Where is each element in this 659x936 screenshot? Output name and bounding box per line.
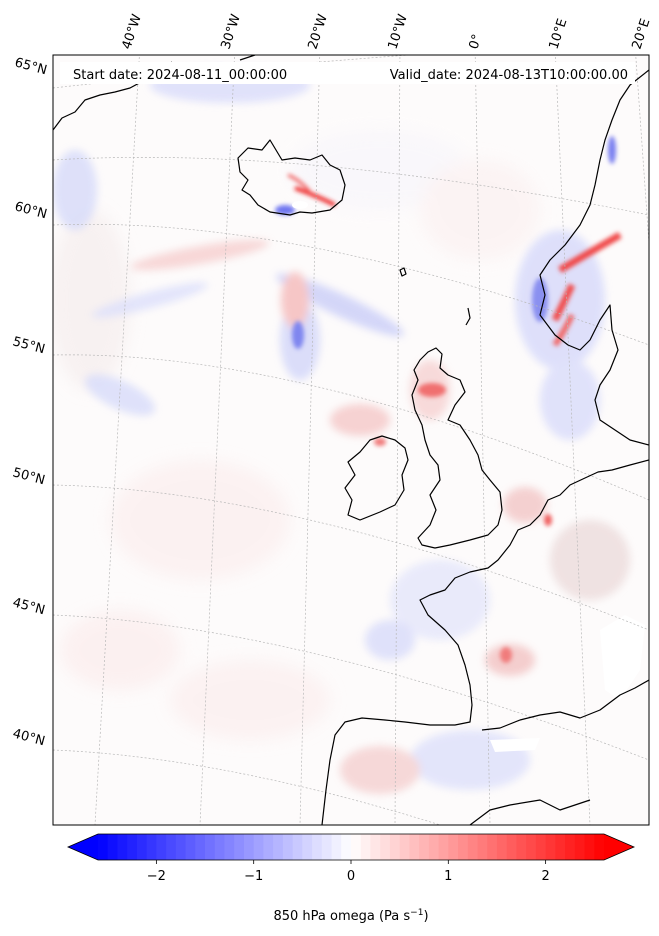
- colorbar-cell: [555, 834, 566, 860]
- colorbar-cell: [487, 834, 498, 860]
- lon-label-10w: 10°W: [386, 12, 411, 51]
- colorbar-cell: [341, 834, 352, 860]
- colorbar-cell: [117, 834, 128, 860]
- colorbar-cell: [127, 834, 138, 860]
- colorbar-cell: [224, 834, 235, 860]
- colorbar-tick-label: 0: [347, 869, 355, 884]
- colorbar-cell: [146, 834, 157, 860]
- colorbar-cell: [253, 834, 264, 860]
- colorbar-cell: [584, 834, 595, 860]
- colorbar-cell: [331, 834, 342, 860]
- colorbar-cell: [302, 834, 313, 860]
- colorbar-cell: [448, 834, 459, 860]
- colorbar-cell: [419, 834, 430, 860]
- lon-label-30w: 30°W: [219, 12, 244, 51]
- colorbar-cell: [98, 834, 109, 860]
- colorbar-cell: [467, 834, 478, 860]
- colorbar-cell: [545, 834, 556, 860]
- colorbar-cell: [428, 834, 439, 860]
- colorbar-cell: [263, 834, 274, 860]
- colorbar-cell: [243, 834, 255, 860]
- map-frame: [52, 54, 650, 826]
- lon-label-40w: 40°W: [120, 12, 145, 51]
- colorbar-cell: [185, 834, 196, 860]
- lat-label-60n: 60°N: [13, 199, 49, 222]
- colorbar-right-extension: [604, 834, 634, 860]
- colorbar-cell: [409, 834, 420, 860]
- colorbar-cell: [166, 834, 177, 860]
- header-box: [60, 62, 635, 84]
- colorbar-cell: [370, 834, 381, 860]
- colorbar-cell: [506, 834, 517, 860]
- colorbar-cell: [282, 834, 294, 860]
- start-date-label: Start date: 2024-08-11_00:00:00: [73, 68, 287, 83]
- colorbar-cell: [205, 834, 216, 860]
- coastlines: [53, 55, 649, 825]
- colorbar-outline: [66, 833, 636, 861]
- lon-label-20w: 20°W: [306, 12, 331, 51]
- longitude-labels: 40°W 30°W 20°W 10°W 0° 10°E 20°E: [120, 12, 654, 51]
- lon-label-0: 0°: [467, 33, 486, 52]
- lat-label-55n: 55°N: [11, 334, 47, 357]
- valid-date-label: Valid_date: 2024-08-13T10:00:00.00: [390, 68, 628, 83]
- colorbar-cell: [438, 834, 449, 860]
- colorbar-cell: [156, 834, 167, 860]
- colorbar-cell: [594, 834, 605, 860]
- colorbar-tick-label: 1: [444, 869, 452, 884]
- colorbar-cell: [321, 834, 332, 860]
- colorbar-cell: [496, 834, 508, 860]
- colorbar-cell: [351, 834, 362, 860]
- lat-label-50n: 50°N: [11, 465, 47, 488]
- colorbar: −2 −1 0 1 2 850 hPa omega (Pa s−1): [66, 833, 636, 924]
- colorbar-cell: [399, 834, 410, 860]
- colorbar-cell: [360, 834, 371, 860]
- colorbar-cell: [273, 834, 284, 860]
- colorbar-cell: [565, 834, 576, 860]
- colorbar-tick-label: −2: [147, 869, 166, 884]
- colorbar-cell: [526, 834, 537, 860]
- colorbar-cell: [477, 834, 488, 860]
- lat-label-40n: 40°N: [11, 726, 47, 749]
- lat-label-65n: 65°N: [13, 55, 49, 78]
- colorbar-left-extension: [68, 834, 98, 860]
- map-panel: [53, 55, 649, 825]
- colorbar-cell: [234, 834, 245, 860]
- lat-label-45n: 45°N: [11, 595, 47, 618]
- lon-label-10e: 10°E: [547, 17, 571, 51]
- colorbar-label: 850 hPa omega (Pa s−1): [273, 908, 428, 924]
- colorbar-cell: [535, 834, 547, 860]
- colorbar-cell: [195, 834, 206, 860]
- latitude-labels: 65°N 60°N 55°N 50°N 45°N 40°N: [11, 55, 49, 749]
- lon-label-20e: 20°E: [630, 17, 654, 51]
- colorbar-cell: [380, 834, 391, 860]
- colorbar-cell: [516, 834, 527, 860]
- colorbar-cell: [175, 834, 186, 860]
- colorbar-cell: [292, 834, 303, 860]
- colorbar-cell: [107, 834, 118, 860]
- colorbar-cell: [214, 834, 225, 860]
- colorbar-cell: [136, 834, 148, 860]
- colorbar-cell: [389, 834, 401, 860]
- colorbar-cell: [458, 834, 469, 860]
- colorbar-cell: [312, 834, 323, 860]
- colorbar-tick-label: 2: [541, 869, 549, 884]
- colorbar-tick-label: −1: [244, 869, 263, 884]
- colorbar-cell: [574, 834, 585, 860]
